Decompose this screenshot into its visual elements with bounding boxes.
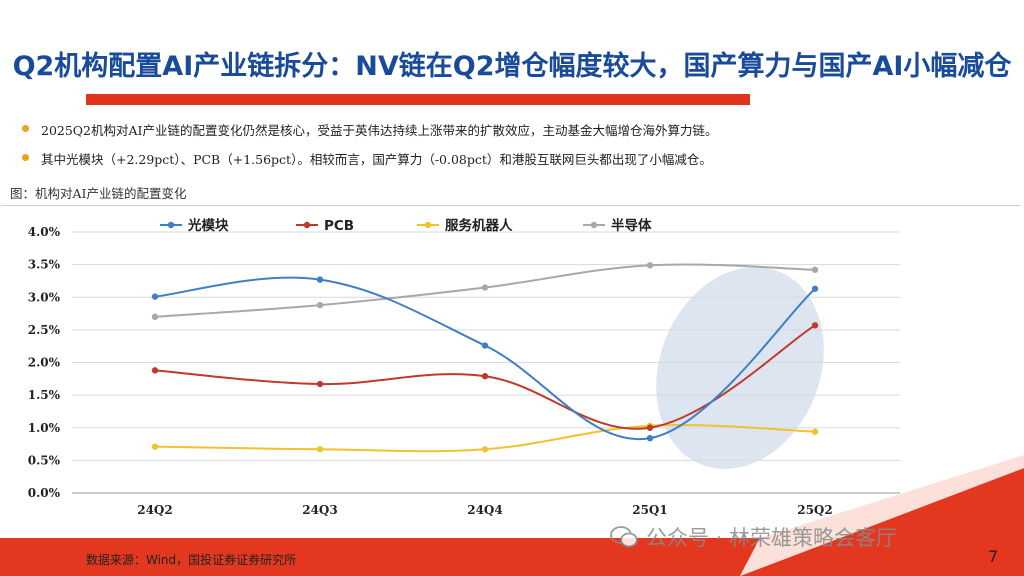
data-point (151, 293, 159, 300)
data-point (151, 443, 159, 450)
bullet-text: 2025Q2机构对AI产业链的配置变化仍然是核心，受益于英伟达持续上涨带来的扩散… (41, 123, 718, 138)
chart-frame (1, 205, 1021, 524)
bullet-list: 2025Q2机构对AI产业链的配置变化仍然是核心，受益于英伟达持续上涨带来的扩散… (20, 120, 1000, 178)
data-point (811, 428, 819, 435)
bullet-item: 其中光模块（+2.29pct）、PCB（+1.56pct）。相较而言，国产算力（… (20, 149, 1000, 168)
bullet-dot-icon (22, 125, 29, 132)
y-tick-label: 2.5% (28, 323, 61, 337)
data-point (151, 313, 159, 321)
y-tick-label: 3.0% (28, 290, 61, 304)
data-point (151, 367, 159, 374)
x-tick-label: 24Q4 (467, 503, 503, 517)
legend-marker (167, 221, 175, 229)
data-point (646, 424, 654, 431)
x-tick-label: 25Q1 (632, 503, 668, 517)
data-point (481, 342, 489, 349)
page-number: 7 (988, 547, 999, 566)
title-underline-bar (86, 94, 750, 105)
x-tick-label: 24Q3 (302, 503, 338, 517)
series-line (154, 324, 816, 430)
slide-title: Q2机构配置AI产业链拆分：NV链在Q2增仓幅度较大，国产算力与国产AI小幅减仓 (12, 51, 1012, 82)
data-point (316, 446, 324, 453)
data-point (646, 262, 654, 269)
bullet-item: 2025Q2机构对AI产业链的配置变化仍然是核心，受益于英伟达持续上涨带来的扩散… (20, 120, 1000, 139)
x-tick-label: 24Q2 (137, 503, 173, 517)
data-point (481, 284, 489, 291)
legend-marker (590, 221, 598, 229)
watermark-text: 公众号 · 林荣雄策略会客厅 (646, 526, 898, 550)
legend-label: 服务机器人 (445, 217, 513, 234)
data-point (316, 276, 324, 283)
watermark: 公众号 · 林荣雄策略会客厅 (610, 522, 897, 552)
bullet-text: 其中光模块（+2.29pct）、PCB（+1.56pct）。相较而言，国产算力（… (41, 152, 712, 167)
wechat-icon (610, 526, 638, 548)
data-point (811, 322, 819, 329)
y-tick-label: 0.5% (28, 453, 61, 467)
legend-label: 光模块 (187, 217, 229, 234)
y-tick-label: 1.0% (28, 421, 61, 435)
data-point (316, 301, 324, 309)
data-point (811, 266, 819, 274)
legend-label: PCB (324, 218, 354, 234)
series-line (154, 276, 816, 441)
data-source: 数据来源：Wind，国投证券证券研究所 (86, 553, 297, 567)
data-point (646, 434, 654, 442)
data-point (481, 373, 489, 380)
y-tick-label: 4.0% (28, 225, 61, 239)
highlight-ellipse (656, 267, 824, 469)
bullet-dot-icon (22, 154, 29, 161)
data-point (316, 380, 324, 388)
legend-marker (303, 221, 311, 229)
data-point (811, 285, 819, 292)
legend-marker (424, 221, 432, 229)
x-tick-label: 25Q2 (797, 503, 833, 517)
y-tick-label: 2.0% (28, 356, 61, 370)
figure-caption: 图：机构对AI产业链的配置变化 (10, 186, 187, 201)
y-tick-label: 0.0% (28, 486, 61, 500)
data-point (481, 446, 489, 453)
legend-label: 半导体 (611, 217, 652, 234)
y-tick-label: 3.5% (28, 258, 61, 272)
y-tick-label: 1.5% (28, 388, 61, 402)
